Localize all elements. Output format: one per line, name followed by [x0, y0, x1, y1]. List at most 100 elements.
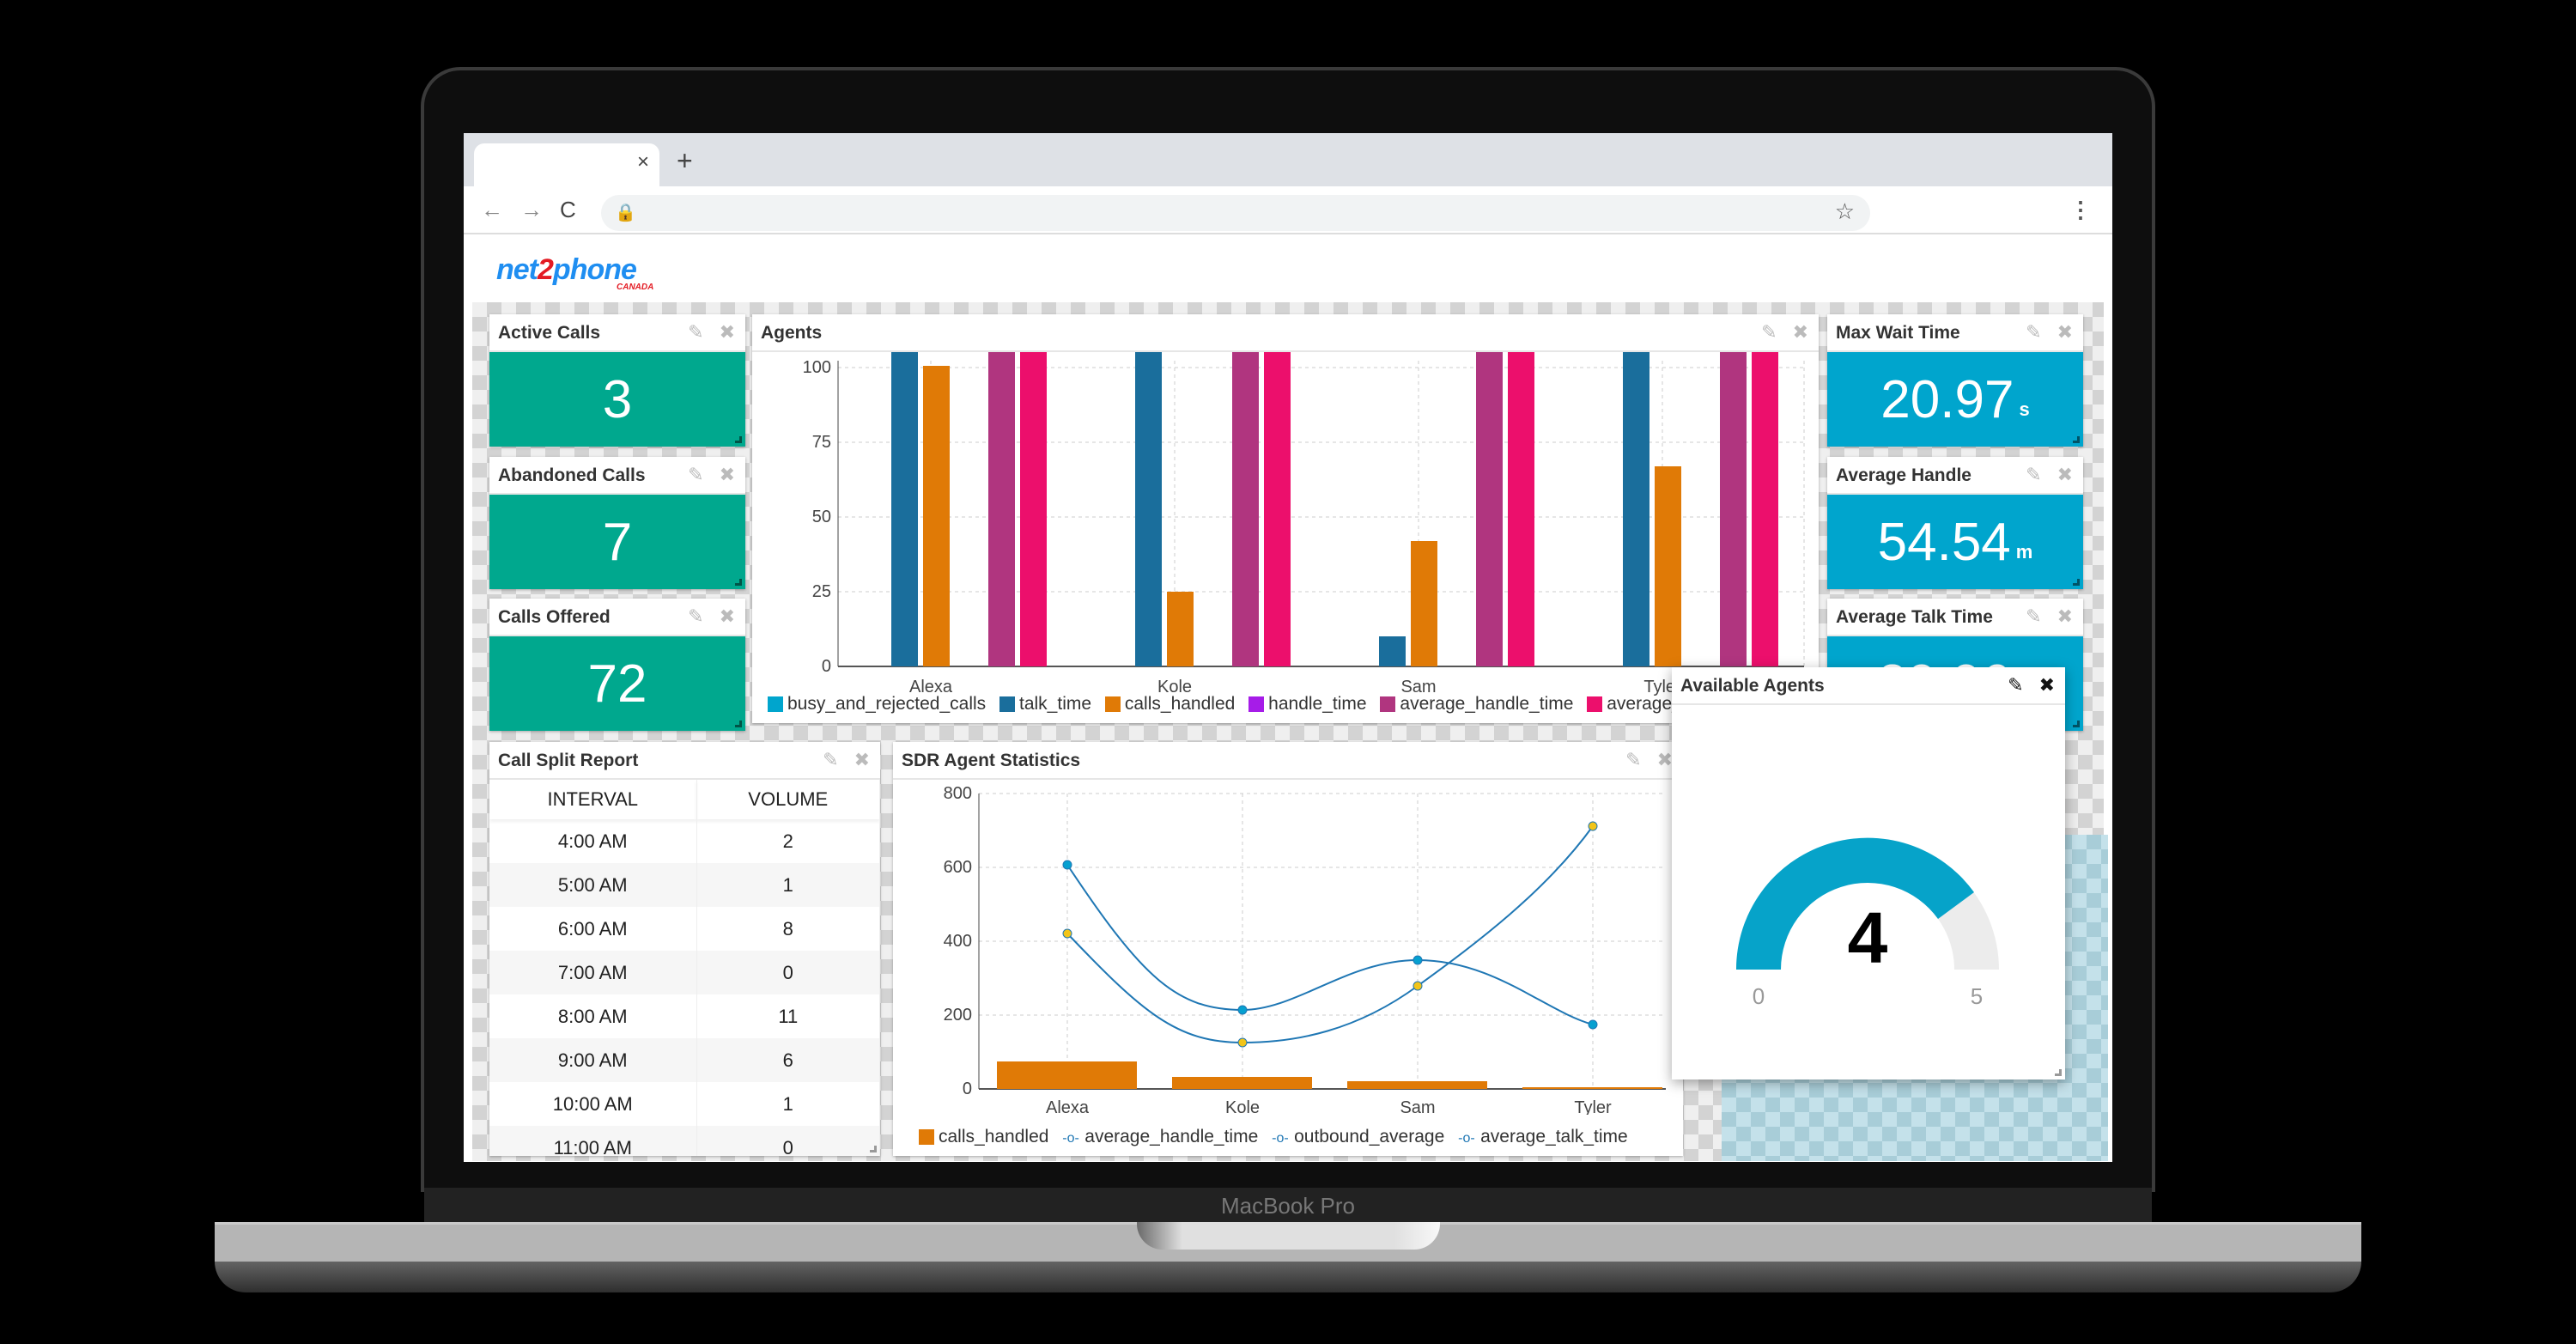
resize-handle[interactable]: [870, 1146, 877, 1152]
close-icon[interactable]: ✖: [719, 605, 735, 627]
svg-text:50: 50: [812, 508, 831, 526]
edit-icon[interactable]: ✎: [1625, 749, 1642, 770]
logo-text: net: [496, 253, 538, 286]
laptop-notch: [1137, 1222, 1440, 1250]
bookmark-star-icon[interactable]: ☆: [1834, 198, 1855, 224]
edit-icon[interactable]: ✎: [688, 605, 704, 627]
widget-title: Average Talk Time: [1836, 607, 1993, 627]
reload-icon[interactable]: C: [560, 197, 576, 222]
close-icon[interactable]: ✖: [2057, 605, 2073, 627]
legend-item[interactable]: talk_time: [1019, 694, 1092, 714]
table-row: 10:00 AM 1: [489, 1082, 880, 1126]
sdr-chart-legend: calls_handled -o-average_handle_time -o-…: [910, 1127, 1628, 1147]
resize-handle[interactable]: [2073, 579, 2080, 586]
laptop-label: MacBook Pro: [1220, 1193, 1356, 1219]
logo-text-two: 2: [538, 253, 554, 286]
lock-icon: 🔒: [615, 204, 636, 222]
svg-text:25: 25: [812, 582, 831, 601]
kpi-value-panel: 72: [489, 636, 745, 731]
laptop-chin: MacBook Pro: [424, 1188, 2152, 1222]
table-row: 11:00 AM 0: [489, 1126, 880, 1156]
table-row: 8:00 AM 11: [489, 994, 880, 1038]
edit-icon[interactable]: ✎: [688, 464, 704, 485]
svg-text:400: 400: [944, 932, 972, 951]
widget-call-split-report[interactable]: Call Split Report ✎ ✖ INTERVAL VOLUME 4:0…: [489, 742, 880, 1156]
kpi-value: 20.97: [1880, 369, 2014, 429]
svg-text:100: 100: [803, 358, 831, 377]
widget-title: Max Wait Time: [1836, 323, 1960, 343]
kpi-value: 72: [587, 654, 647, 714]
browser-tab[interactable]: ×: [474, 143, 659, 186]
edit-icon[interactable]: ✎: [2026, 605, 2042, 627]
tab-bar: × +: [464, 133, 2112, 186]
new-tab-button[interactable]: +: [677, 145, 693, 176]
kpi-value-panel: 3: [489, 352, 745, 447]
widget-title: Abandoned Calls: [498, 465, 646, 485]
agents-chart-legend: busy_and_rejected_calls talk_time calls_…: [759, 694, 1754, 715]
close-icon[interactable]: ✖: [2057, 321, 2073, 343]
back-arrow-icon[interactable]: ←: [481, 197, 503, 222]
widget-title: Average Handle: [1836, 465, 1971, 485]
resize-handle[interactable]: [2073, 721, 2080, 727]
close-icon[interactable]: ✖: [1656, 749, 1673, 770]
legend-item[interactable]: outbound_average: [1294, 1127, 1445, 1146]
resize-handle[interactable]: [735, 721, 742, 727]
widget-sdr-agent-statistics[interactable]: SDR Agent Statistics ✎ ✖ 800 600 400 200 0 A: [893, 742, 1683, 1156]
forward-arrow-icon[interactable]: →: [520, 197, 543, 222]
svg-text:Alexa: Alexa: [909, 678, 953, 696]
legend-item[interactable]: calls_handled: [1124, 694, 1236, 714]
close-icon[interactable]: ✖: [1792, 321, 1808, 343]
legend-item[interactable]: average_handle_time: [1084, 1127, 1259, 1146]
legend-item[interactable]: busy_and_rejected_calls: [787, 694, 987, 714]
widget-active-calls[interactable]: Active Calls ✎ ✖ 3: [489, 314, 745, 447]
logo-text-phone: phone: [552, 253, 637, 286]
address-bar[interactable]: 🔒 ☆: [601, 195, 1870, 231]
resize-handle[interactable]: [2073, 436, 2080, 443]
browser-toolbar: ← → C 🔒 ☆ ⋮: [464, 186, 2112, 234]
column-header-interval[interactable]: INTERVAL: [489, 780, 697, 819]
widget-calls-offered[interactable]: Calls Offered ✎ ✖ 72: [489, 599, 745, 731]
svg-text:75: 75: [812, 433, 831, 452]
net2phone-logo[interactable]: net2phone CANADA: [496, 253, 653, 305]
browser-menu-icon[interactable]: ⋮: [2069, 197, 2092, 222]
widget-title: Call Split Report: [498, 751, 639, 770]
close-icon[interactable]: ✖: [2038, 674, 2055, 696]
widget-abandoned-calls[interactable]: Abandoned Calls ✎ ✖ 7: [489, 457, 745, 589]
kpi-unit: s: [2019, 398, 2030, 420]
table-row: 9:00 AM 6: [489, 1038, 880, 1082]
edit-icon[interactable]: ✎: [688, 321, 704, 343]
widget-max-wait-time[interactable]: Max Wait Time ✎ ✖ 20.97 s: [1827, 314, 2083, 447]
legend-item[interactable]: average_talk_time: [1480, 1127, 1628, 1146]
kpi-unit: m: [2015, 541, 2033, 563]
svg-text:4: 4: [1848, 897, 1888, 978]
widget-average-handle[interactable]: Average Handle ✎ ✖ 54.54 m: [1827, 457, 2083, 589]
edit-icon[interactable]: ✎: [2008, 674, 2024, 696]
svg-text:5: 5: [1971, 983, 1983, 1009]
svg-text:800: 800: [944, 784, 972, 803]
close-tab-icon[interactable]: ×: [636, 150, 649, 173]
close-icon[interactable]: ✖: [719, 321, 735, 343]
widget-available-agents[interactable]: Available Agents ✎ ✖ 4 0 5: [1672, 667, 2065, 1079]
column-header-volume[interactable]: VOLUME: [696, 780, 880, 819]
kpi-value: 3: [602, 369, 633, 429]
edit-icon[interactable]: ✎: [2026, 464, 2042, 485]
resize-handle[interactable]: [735, 436, 742, 443]
widget-agents-chart[interactable]: Agents ✎ ✖ 100 75 50 25 0 Alexa Kole: [752, 314, 1819, 723]
svg-text:0: 0: [963, 1079, 972, 1098]
table-row: 6:00 AM 8: [489, 907, 880, 951]
close-icon[interactable]: ✖: [854, 749, 870, 770]
legend-item[interactable]: handle_time: [1268, 694, 1367, 714]
close-icon[interactable]: ✖: [2057, 464, 2073, 485]
resize-handle[interactable]: [2055, 1069, 2062, 1076]
legend-item[interactable]: calls_handled: [939, 1127, 1049, 1146]
resize-handle[interactable]: [735, 579, 742, 586]
edit-icon[interactable]: ✎: [2026, 321, 2042, 343]
call-split-table: INTERVAL VOLUME 4:00 AM 2 5:00 AM 1 6:00 A…: [489, 780, 880, 1156]
close-icon[interactable]: ✖: [719, 464, 735, 485]
kpi-value-panel: 20.97 s: [1827, 352, 2083, 447]
dashboard-grid: Active Calls ✎ ✖ 3 Abandoned Calls ✎ ✖ 7 C…: [472, 302, 2108, 1161]
edit-icon[interactable]: ✎: [823, 749, 839, 770]
legend-item[interactable]: average_handle_time: [1400, 694, 1574, 714]
edit-icon[interactable]: ✎: [1761, 321, 1777, 343]
